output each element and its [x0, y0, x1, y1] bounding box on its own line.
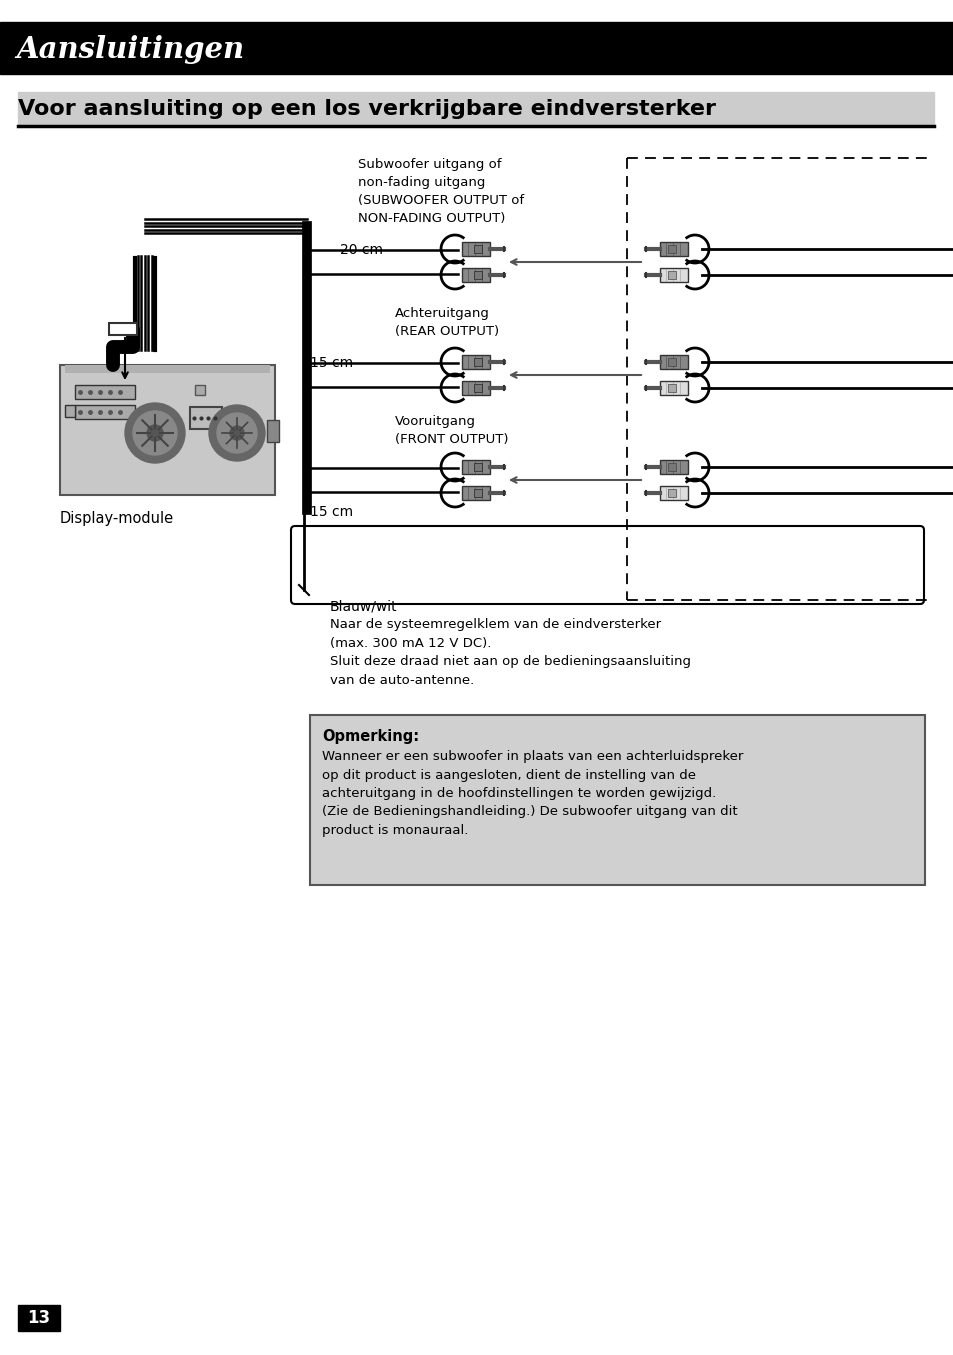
Bar [461, 355, 490, 369]
Text: Display-module: Display-module [60, 511, 174, 526]
Bar [109, 322, 137, 335]
Bar [667, 383, 676, 392]
Bar [474, 383, 481, 392]
Bar [75, 385, 135, 398]
Bar [0, 22, 953, 75]
Text: Blauw/wit: Blauw/wit [330, 600, 397, 614]
Bar [60, 364, 274, 495]
Circle shape [132, 411, 177, 455]
Bar [65, 364, 270, 373]
Bar [659, 486, 687, 500]
Bar [190, 406, 222, 430]
Text: 15 cm: 15 cm [310, 505, 353, 519]
Bar [65, 405, 75, 417]
Bar [461, 459, 490, 474]
Text: Subwoofer uitgang of
non-fading uitgang
(SUBWOOFER OUTPUT of
NON-FADING OUTPUT): Subwoofer uitgang of non-fading uitgang … [357, 159, 523, 225]
Bar [75, 405, 135, 419]
Bar [310, 715, 924, 885]
Bar [659, 243, 687, 256]
Bar [18, 92, 933, 126]
Bar [667, 271, 676, 279]
Circle shape [125, 402, 185, 463]
Bar [461, 268, 490, 282]
Bar [659, 381, 687, 396]
Circle shape [209, 405, 265, 461]
Text: Opmerking:: Opmerking: [322, 729, 418, 744]
Bar [194, 385, 205, 396]
Text: Aansluitingen: Aansluitingen [16, 35, 244, 65]
Bar [461, 243, 490, 256]
Bar [659, 268, 687, 282]
Text: Wanneer er een subwoofer in plaats van een achterluidspreker
op dit product is a: Wanneer er een subwoofer in plaats van e… [322, 751, 742, 837]
Circle shape [230, 425, 244, 440]
Bar [461, 486, 490, 500]
Bar [659, 355, 687, 369]
Bar [18, 1305, 60, 1331]
Text: 13: 13 [28, 1309, 51, 1327]
Bar [267, 420, 278, 442]
Bar [667, 245, 676, 253]
Text: Voor aansluiting op een los verkrijgbare eindversterker: Voor aansluiting op een los verkrijgbare… [18, 99, 716, 119]
Bar [474, 358, 481, 366]
Bar [474, 271, 481, 279]
Text: Naar de systeemregelklem van de eindversterker
(max. 300 mA 12 V DC).
Sluit deze: Naar de systeemregelklem van de eindvers… [330, 618, 690, 687]
Bar [474, 489, 481, 497]
Bar [474, 463, 481, 472]
Bar [667, 358, 676, 366]
Text: Achteruitgang
(REAR OUTPUT): Achteruitgang (REAR OUTPUT) [395, 308, 498, 337]
Circle shape [216, 413, 256, 453]
Text: Vooruitgang
(FRONT OUTPUT): Vooruitgang (FRONT OUTPUT) [395, 415, 508, 446]
Circle shape [147, 425, 163, 440]
Text: 15 cm: 15 cm [310, 356, 353, 370]
Bar [474, 245, 481, 253]
Bar [667, 463, 676, 472]
Bar [461, 381, 490, 396]
Bar [659, 459, 687, 474]
Text: 20 cm: 20 cm [339, 243, 382, 257]
Bar [667, 489, 676, 497]
